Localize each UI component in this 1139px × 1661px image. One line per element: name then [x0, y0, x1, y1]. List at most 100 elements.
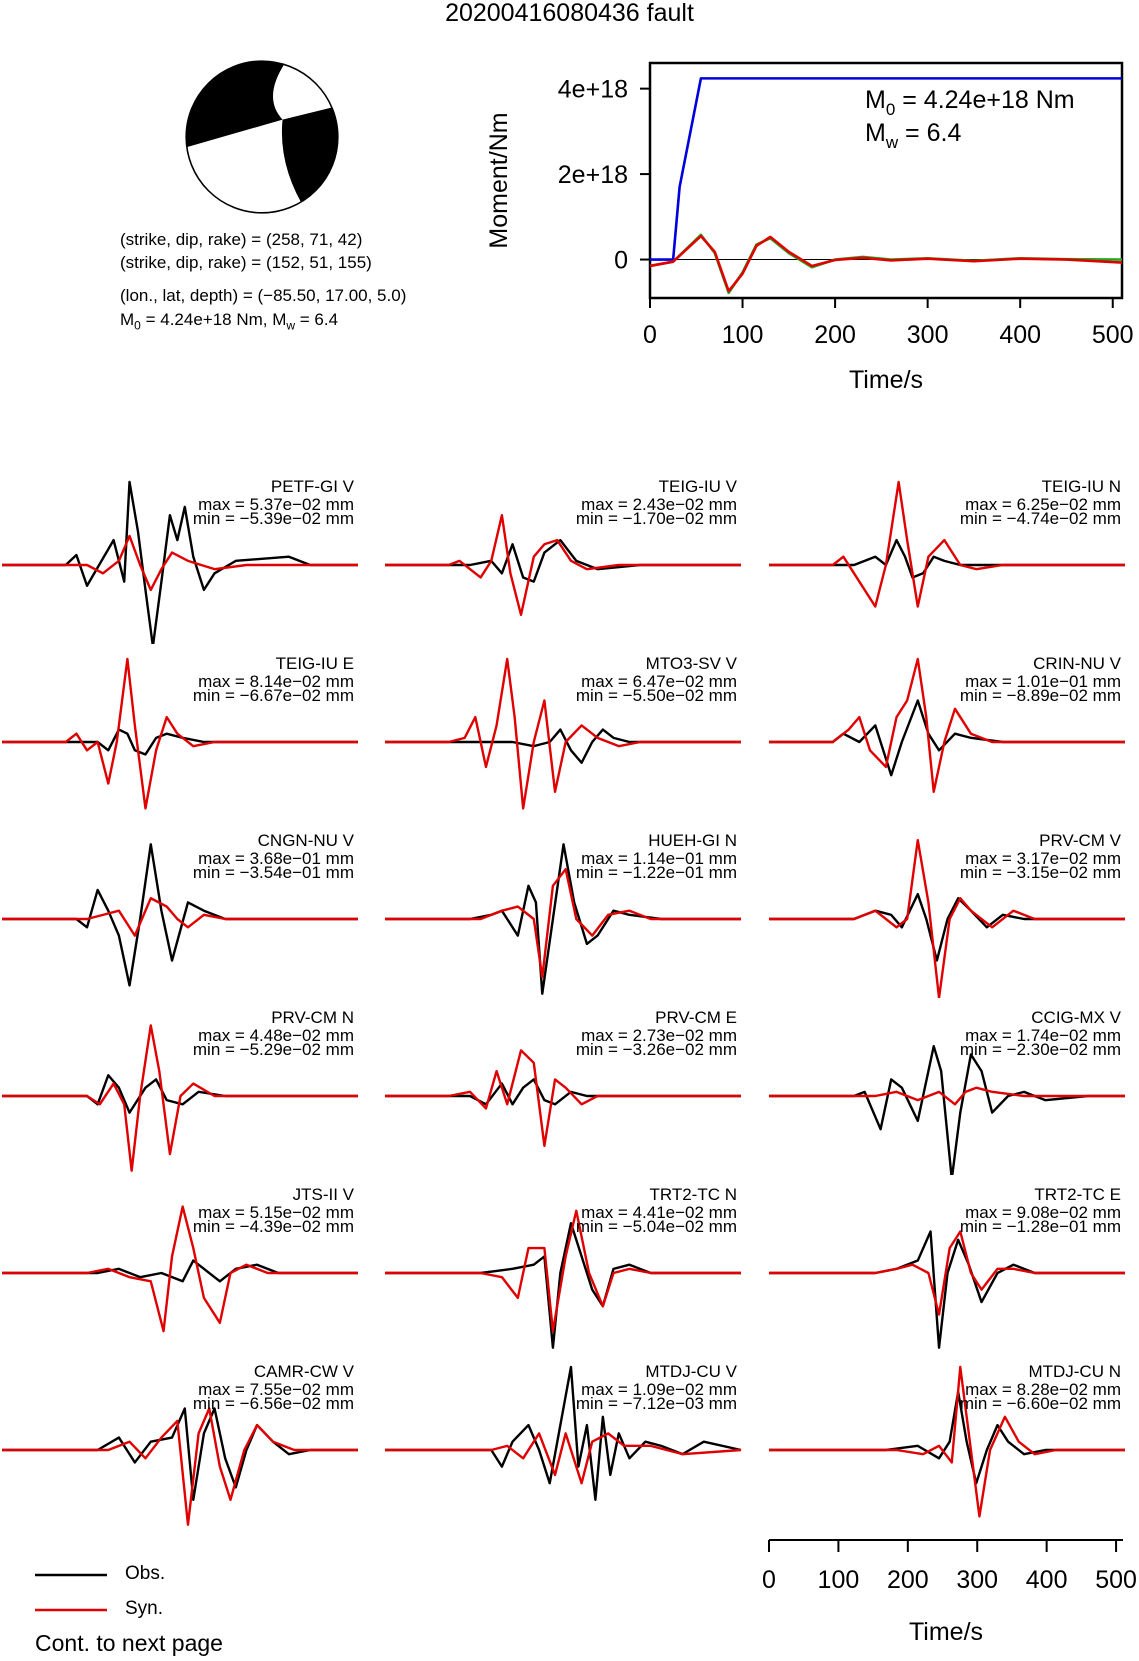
- synthetic-trace: [769, 1230, 1125, 1316]
- m0-sub: 0: [886, 100, 895, 119]
- waveform-plot: [385, 657, 741, 810]
- waveform-plot: [385, 1049, 741, 1148]
- station-label: PRV-CM N: [271, 1008, 354, 1027]
- synthetic-trace: [769, 480, 1125, 608]
- min-amplitude: min = −6.56e−02 mm: [192, 1394, 354, 1413]
- max-amplitude: max = 1.74e−02 mm: [965, 1026, 1121, 1045]
- min-amplitude: min = −5.04e−02 mm: [575, 1217, 737, 1236]
- y-tick-label: 4e+18: [558, 76, 628, 104]
- min-amplitude: min = −5.39e−02 mm: [192, 509, 354, 528]
- min-amplitude: min = −6.67e−02 mm: [192, 686, 354, 705]
- observed-trace: [769, 1230, 1125, 1349]
- waveform-plot: [2, 480, 358, 644]
- max-amplitude: max = 4.41e−02 mm: [581, 1203, 737, 1222]
- min-amplitude: min = −5.29e−02 mm: [192, 1040, 354, 1059]
- x-tick-label: 400: [1026, 1566, 1068, 1594]
- mw-annotation: Mw = 6.4: [865, 119, 961, 152]
- mw-sub-label: w: [885, 133, 899, 152]
- max-amplitude: max = 1.14e−01 mm: [581, 849, 737, 868]
- x-tick-label: 200: [887, 1566, 929, 1594]
- series-cumulative_moment: [650, 77, 1122, 261]
- synthetic-trace: [2, 657, 358, 810]
- max-amplitude: max = 6.47e−02 mm: [581, 672, 737, 691]
- min-amplitude: min = −5.50e−02 mm: [575, 686, 737, 705]
- min-amplitude: min = −3.54e−01 mm: [192, 863, 354, 882]
- station-label: CCIG-MX V: [1031, 1008, 1121, 1027]
- max-amplitude: max = 9.08e−02 mm: [965, 1203, 1121, 1222]
- min-amplitude: min = −4.74e−02 mm: [959, 509, 1121, 528]
- max-amplitude: max = 6.25e−02 mm: [965, 495, 1121, 514]
- series-source_time_function_b: [649, 234, 1123, 293]
- observed-trace: [2, 728, 358, 756]
- max-amplitude: max = 1.01e−01 mm: [965, 672, 1121, 691]
- x-tick-label: 300: [907, 321, 949, 349]
- synthetic-trace: [2, 1407, 358, 1526]
- moment-rate-chart: 0 100 200 300 400 500 0 2e+18 4e+18 Time/s Moment/…: [485, 61, 1134, 394]
- plane2-text: (strike, dip, rake) = (152, 51, 155): [120, 253, 372, 272]
- waveform-plot: [2, 1205, 358, 1333]
- moment-plot-frame: [648, 61, 1124, 300]
- x-tick-label: 0: [762, 1566, 776, 1594]
- synthetic-trace: [769, 657, 1125, 794]
- max-amplitude: max = 8.28e−02 mm: [965, 1380, 1121, 1399]
- legend-obs-label: Obs.: [125, 1563, 166, 1584]
- y-tick-label: 2e+18: [558, 161, 628, 189]
- waveform-plot: [769, 1230, 1125, 1349]
- min-amplitude: min = −1.28e−01 mm: [959, 1217, 1121, 1236]
- synthetic-trace: [385, 1432, 742, 1485]
- beachball-icon: [185, 60, 339, 214]
- waveform-plot: [769, 657, 1125, 794]
- waveform-plot: [769, 480, 1125, 608]
- station-label: MTDJ-CU N: [1028, 1362, 1121, 1381]
- max-amplitude: max = 7.55e−02 mm: [198, 1380, 354, 1399]
- moment-text: M0 = 4.24e+18 Nm, Mw = 6.4: [120, 310, 338, 335]
- synthetic-trace: [385, 657, 741, 810]
- observed-trace: [769, 699, 1125, 777]
- x-tick-label: 400: [999, 321, 1041, 349]
- location-text: (lon., lat, depth) = (−85.50, 17.00, 5.0…: [120, 286, 407, 305]
- plane1-text: (strike, dip, rake) = (258, 71, 42): [120, 230, 363, 249]
- continued-footer: Cont. to next page: [35, 1630, 223, 1656]
- observed-trace: [385, 728, 741, 764]
- x-tick-label: 200: [814, 321, 856, 349]
- waveform-plot: [2, 657, 358, 810]
- station-label: TRT2-TC E: [1034, 1185, 1121, 1204]
- mw-sub: w: [286, 318, 296, 333]
- waveform-plot: [385, 843, 741, 995]
- legend-lines: [35, 1573, 107, 1612]
- max-amplitude: max = 3.17e−02 mm: [965, 849, 1121, 868]
- synthetic-trace: [2, 897, 358, 937]
- synthetic-trace: [769, 1086, 1125, 1106]
- m0-letter: M: [865, 86, 886, 114]
- m0-value: = 4.24e+18 Nm: [895, 86, 1074, 114]
- station-label: HUEH-GI N: [648, 831, 737, 850]
- x-tick-label: 500: [1095, 1566, 1137, 1594]
- max-amplitude: max = 5.15e−02 mm: [198, 1203, 354, 1222]
- station-label: TRT2-TC N: [649, 1185, 737, 1204]
- observed-trace: [385, 1365, 742, 1502]
- waveform-plot: [385, 1209, 741, 1349]
- observed-trace: [769, 538, 1125, 579]
- y-axis-label: Moment/Nm: [485, 112, 513, 248]
- moment-m: M: [120, 310, 135, 329]
- min-amplitude: min = −6.60e−02 mm: [959, 1394, 1121, 1413]
- waveform-plot: [2, 1407, 358, 1526]
- min-amplitude: min = −7.12e−03 mm: [575, 1394, 737, 1413]
- mw-value: = 6.4: [295, 310, 339, 329]
- station-label: TEIG-IU N: [1041, 477, 1121, 496]
- max-amplitude: max = 2.73e−02 mm: [581, 1026, 737, 1045]
- synthetic-trace: [385, 1209, 741, 1333]
- legend-syn-label: Syn.: [125, 1598, 164, 1619]
- synthetic-trace: [2, 1205, 358, 1333]
- y-tick-label: 0: [614, 247, 628, 275]
- x-tick-label: 100: [818, 1566, 860, 1594]
